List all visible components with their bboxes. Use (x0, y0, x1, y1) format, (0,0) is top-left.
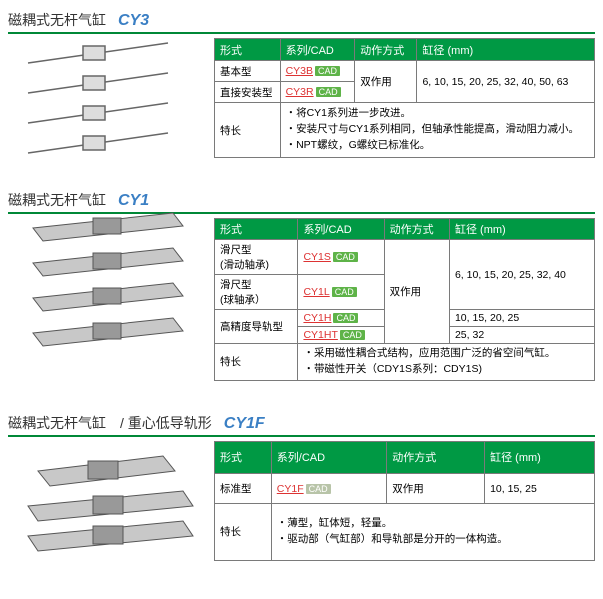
feature-label: 特长 (215, 103, 281, 158)
table-header: 动作方式 (387, 441, 485, 473)
title-en: CY1F (224, 415, 265, 433)
table-header: 动作方式 (384, 219, 449, 240)
product-image (8, 38, 208, 158)
spec-table: 形式系列/CAD动作方式缸径 (mm)滑尺型(滑动轴承)CY1SCAD双作用6,… (214, 218, 595, 381)
title-cn: 磁耦式无杆气缸 (8, 190, 106, 210)
title-cn: 磁耦式无杆气缸 (8, 10, 106, 30)
table-header: 形式 (215, 219, 298, 240)
table-row: 基本型CY3BCAD双作用6, 10, 15, 20, 25, 32, 40, … (215, 61, 595, 82)
bore-size: 6, 10, 15, 20, 25, 32, 40, 50, 63 (417, 61, 595, 103)
spec-table: 形式系列/CAD动作方式缸径 (mm)基本型CY3BCAD双作用6, 10, 1… (214, 38, 595, 158)
cad-badge[interactable]: CAD (306, 484, 331, 494)
cad-badge[interactable]: CAD (340, 330, 365, 340)
form-type: 滑尺型(球轴承） (215, 275, 298, 310)
series-cell: CY3BCAD (280, 61, 355, 82)
series-link[interactable]: CY3B (286, 65, 313, 77)
table-row: 标准型CY1FCAD双作用10, 15, 25 (215, 473, 595, 504)
feature-item: 薄型，缸体短，轻量。 (287, 516, 392, 532)
feature-item: 采用磁性耦合式结构，应用范围广泛的省空间气缸。 (314, 346, 556, 362)
feature-label: 特长 (215, 504, 272, 560)
feature-item: 将CY1系列进一步改进。 (296, 106, 411, 122)
series-cell: CY3RCAD (280, 82, 355, 103)
form-type: 基本型 (215, 61, 281, 82)
table-header: 形式 (215, 441, 272, 473)
section-title: 磁耦式无杆气缸 / 重心低导轨形 CY1F (8, 411, 595, 437)
form-type: 高精度导轨型 (215, 310, 298, 344)
table-header: 缸径 (mm) (449, 219, 594, 240)
action-type: 双作用 (355, 61, 417, 103)
series-cell: CY1HTCAD (298, 327, 384, 344)
series-link[interactable]: CY3R (286, 86, 314, 98)
bore-size: 6, 10, 15, 20, 25, 32, 40 (449, 240, 594, 310)
product-section: 磁耦式无杆气缸CY1 形式系列/CAD动作方式缸径 (mm)滑尺型(滑动轴承)C… (8, 188, 595, 381)
series-link[interactable]: CY1HT (303, 329, 337, 341)
cad-badge[interactable]: CAD (315, 66, 340, 76)
feature-item: NPT螺纹，G螺纹已标准化。 (296, 138, 430, 154)
series-cell: CY1FCAD (271, 473, 386, 504)
cad-badge[interactable]: CAD (333, 313, 358, 323)
feature-content: ・采用磁性耦合式结构，应用范围广泛的省空间气缸。・带磁性开关（CDY1S系列：C… (298, 344, 595, 381)
action-type: 双作用 (384, 240, 449, 344)
feature-content: ・将CY1系列进一步改进。・安装尺寸与CY1系列相同，但轴承性能提高，滑动阻力减… (280, 103, 594, 158)
table-row: 滑尺型(滑动轴承)CY1SCAD双作用6, 10, 15, 20, 25, 32… (215, 240, 595, 275)
feature-row: 特长・采用磁性耦合式结构，应用范围广泛的省空间气缸。・带磁性开关（CDY1S系列… (215, 344, 595, 381)
feature-item: 安装尺寸与CY1系列相同，但轴承性能提高，滑动阻力减小。 (296, 122, 579, 138)
product-image (8, 218, 208, 338)
table-header: 动作方式 (355, 39, 417, 61)
cad-badge[interactable]: CAD (316, 87, 341, 97)
series-link[interactable]: CY1L (303, 286, 329, 298)
bore-size: 10, 15, 20, 25 (449, 310, 594, 327)
series-cell: CY1HCAD (298, 310, 384, 327)
table-header: 系列/CAD (280, 39, 355, 61)
feature-label: 特长 (215, 344, 298, 381)
cad-badge[interactable]: CAD (333, 252, 358, 262)
title-en: CY3 (118, 12, 149, 30)
table-header: 缸径 (mm) (417, 39, 595, 61)
cad-badge[interactable]: CAD (332, 287, 357, 297)
table-header: 系列/CAD (271, 441, 386, 473)
feature-row: 特长・薄型，缸体短，轻量。・驱动部（气缸部）和导轨部是分开的一体构造。 (215, 504, 595, 560)
product-image (8, 441, 208, 561)
feature-item: 带磁性开关（CDY1S系列：CDY1S) (314, 362, 482, 378)
form-type: 直接安装型 (215, 82, 281, 103)
feature-row: 特长・将CY1系列进一步改进。・安装尺寸与CY1系列相同，但轴承性能提高，滑动阻… (215, 103, 595, 158)
series-cell: CY1SCAD (298, 240, 384, 275)
series-cell: CY1LCAD (298, 275, 384, 310)
series-link[interactable]: CY1H (303, 312, 331, 324)
product-section: 磁耦式无杆气缸 / 重心低导轨形 CY1F 形式系列/CAD动作方式缸径 (mm)… (8, 411, 595, 561)
form-type: 标准型 (215, 473, 272, 504)
table-header: 系列/CAD (298, 219, 384, 240)
section-title: 磁耦式无杆气缸 CY3 (8, 8, 595, 34)
form-type: 滑尺型(滑动轴承) (215, 240, 298, 275)
product-section: 磁耦式无杆气缸CY3 形式系列/CAD动作方式缸径 (mm)基本型CY3BCAD… (8, 8, 595, 158)
feature-item: 驱动部（气缸部）和导轨部是分开的一体构造。 (287, 532, 508, 548)
series-link[interactable]: CY1F (277, 483, 304, 495)
spec-table: 形式系列/CAD动作方式缸径 (mm)标准型CY1FCAD双作用10, 15, … (214, 441, 595, 561)
action-type: 双作用 (387, 473, 485, 504)
table-header: 缸径 (mm) (485, 441, 595, 473)
bore-size: 10, 15, 25 (485, 473, 595, 504)
series-link[interactable]: CY1S (303, 251, 330, 263)
table-header: 形式 (215, 39, 281, 61)
bore-size: 25, 32 (449, 327, 594, 344)
title-cn: 磁耦式无杆气缸 / 重心低导轨形 (8, 413, 212, 433)
feature-content: ・薄型，缸体短，轻量。・驱动部（气缸部）和导轨部是分开的一体构造。 (271, 504, 594, 560)
